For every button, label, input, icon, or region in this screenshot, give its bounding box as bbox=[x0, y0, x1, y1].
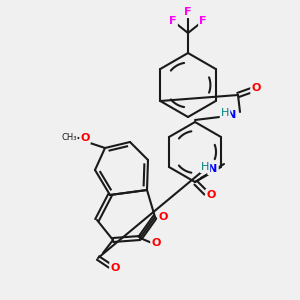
Text: O: O bbox=[206, 190, 216, 200]
Text: H: H bbox=[221, 108, 229, 118]
Text: N: N bbox=[208, 164, 217, 174]
Text: O: O bbox=[158, 212, 168, 222]
Text: O: O bbox=[151, 238, 161, 248]
Text: F: F bbox=[199, 16, 207, 26]
Text: F: F bbox=[184, 7, 192, 17]
Text: N: N bbox=[227, 110, 237, 120]
Text: O: O bbox=[251, 83, 261, 93]
Text: O: O bbox=[80, 133, 90, 143]
Text: O: O bbox=[110, 263, 120, 273]
Text: CH₃: CH₃ bbox=[61, 134, 77, 142]
Text: H: H bbox=[201, 162, 209, 172]
Text: F: F bbox=[169, 16, 177, 26]
